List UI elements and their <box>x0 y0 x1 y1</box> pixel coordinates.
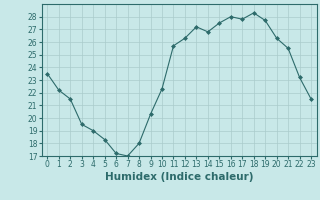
X-axis label: Humidex (Indice chaleur): Humidex (Indice chaleur) <box>105 172 253 182</box>
